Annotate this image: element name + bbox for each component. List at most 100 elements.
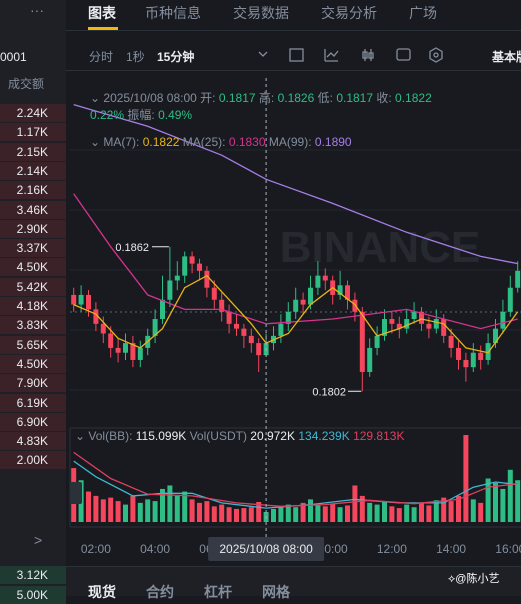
candle-body xyxy=(285,311,291,324)
interval[interactable]: 分时 xyxy=(89,50,114,64)
candle-body xyxy=(167,280,173,300)
candle-body xyxy=(463,359,469,368)
tab[interactable]: 币种信息 xyxy=(145,5,201,21)
candle-body xyxy=(493,328,498,344)
x-tick-label: 14:00 xyxy=(436,542,466,556)
tab[interactable]: 交易数据 xyxy=(233,5,289,21)
volume-bar xyxy=(256,501,262,522)
turnover-row: 2.90K xyxy=(0,219,66,238)
turnover-row: 5.42K xyxy=(0,277,66,296)
candle-body xyxy=(204,270,210,288)
interval[interactable]: 1秒 xyxy=(126,50,145,64)
candle-body xyxy=(507,287,513,312)
volume-bar xyxy=(234,508,239,522)
candle-body xyxy=(189,256,195,264)
tab[interactable]: 交易分析 xyxy=(321,5,377,21)
candle-body xyxy=(234,323,239,329)
candle-body xyxy=(515,270,521,288)
volume-bar xyxy=(197,502,202,522)
volume-bar xyxy=(145,499,151,522)
candle-body xyxy=(485,343,491,360)
candle-body xyxy=(374,335,380,348)
volume-bar xyxy=(123,504,128,522)
more-button[interactable]: ··· xyxy=(30,2,44,18)
user-name: @陈小艺 xyxy=(455,573,500,585)
mode-button[interactable]: 基本版 xyxy=(492,50,521,64)
candle-body xyxy=(441,319,447,336)
volume-bar xyxy=(352,485,358,522)
candle-body xyxy=(308,287,313,305)
candle-body xyxy=(130,343,136,360)
ohlc-line: ⌄ 2025/10/08 08:00 开: 0.1817 高: 0.1826 低… xyxy=(90,91,432,105)
volume-bar xyxy=(130,495,136,522)
volume-bar xyxy=(152,501,158,522)
volume-bar xyxy=(300,502,306,522)
volume-bar xyxy=(389,506,395,522)
value: 0.1826 xyxy=(277,91,315,105)
candle-body xyxy=(448,335,454,348)
volume-bar xyxy=(456,495,461,522)
turnover-row: 2.14K xyxy=(0,161,66,180)
tab[interactable]: 图表 xyxy=(88,5,116,21)
turnover-row: 3.37K xyxy=(0,239,66,258)
ma-line: ⌄ MA(7): 0.1822 MA(25): 0.1830 MA(99): 0… xyxy=(90,135,352,149)
dropdown-icon[interactable] xyxy=(258,51,268,57)
volume-bar xyxy=(137,502,143,522)
turnover-row: 1.17K xyxy=(0,123,66,142)
value: 0.22% xyxy=(90,108,125,122)
volume-bar xyxy=(278,506,284,522)
tab[interactable]: 广场 xyxy=(409,5,437,21)
x-tick-label: 02:00 xyxy=(81,542,111,556)
candle-body xyxy=(382,319,387,336)
bottom-tab[interactable]: 现货 xyxy=(88,584,116,600)
volume-bar xyxy=(204,501,210,522)
crosshair-label: 2025/10/08 08:00 xyxy=(219,542,313,556)
candle-body xyxy=(389,319,395,324)
turnover-row: 2.24K xyxy=(0,104,66,122)
turnover-row: 4.50K xyxy=(0,354,66,373)
more-icon[interactable] xyxy=(429,47,443,63)
turnover-row: 4.50K xyxy=(0,258,66,277)
turnover-row: 5.65K xyxy=(0,335,66,354)
expand-arrow[interactable]: > xyxy=(34,532,43,548)
volume-bar xyxy=(271,508,276,522)
volume-bar xyxy=(315,504,321,522)
column-header: 成交额 xyxy=(8,77,45,91)
indicator-icon[interactable] xyxy=(289,48,304,62)
value: 0.1817 xyxy=(336,91,374,105)
volume-bar xyxy=(115,501,121,522)
value: 0.1830 xyxy=(228,135,266,149)
value: 20.972K xyxy=(250,429,295,443)
x-tick-label: 16:00 xyxy=(495,542,521,556)
draw-icon[interactable] xyxy=(324,49,339,62)
volume-bar xyxy=(448,501,454,522)
label: Vol(USDT) xyxy=(189,429,247,443)
vol-line: ⌄ Vol(BB): 115.099K Vol(USDT) 20.972K 13… xyxy=(75,429,405,443)
interval-active[interactable]: 15分钟 xyxy=(157,50,195,64)
volume-bar xyxy=(285,504,291,522)
bottom-tab[interactable]: 杠杆 xyxy=(204,584,232,600)
volume-bar xyxy=(374,504,380,522)
label: 振幅: xyxy=(127,108,155,122)
volume-bar xyxy=(93,495,99,522)
candle-body xyxy=(197,263,202,271)
settings-icon[interactable] xyxy=(396,48,411,61)
time: 2025/10/08 08:00 xyxy=(103,91,197,105)
label: MA(25): xyxy=(182,135,226,149)
pair-suffix: 0001 xyxy=(0,50,27,64)
candle-body xyxy=(411,311,417,320)
divider xyxy=(66,70,521,71)
value: 0.1822 xyxy=(142,135,180,149)
turnover-row: 3.12K xyxy=(0,566,66,584)
candle-body xyxy=(71,294,77,305)
candle-icon[interactable] xyxy=(362,49,374,61)
scroll-handle xyxy=(70,482,82,504)
candle-body xyxy=(404,319,410,329)
bottom-tab[interactable]: 网格 xyxy=(262,584,290,600)
turnover-row: 6.90K xyxy=(0,412,66,431)
candle-body xyxy=(433,319,439,329)
candle-body xyxy=(278,323,284,336)
bottom-tab[interactable]: 合约 xyxy=(146,584,174,600)
candle-body xyxy=(419,311,424,324)
label: MA(99): xyxy=(268,135,312,149)
